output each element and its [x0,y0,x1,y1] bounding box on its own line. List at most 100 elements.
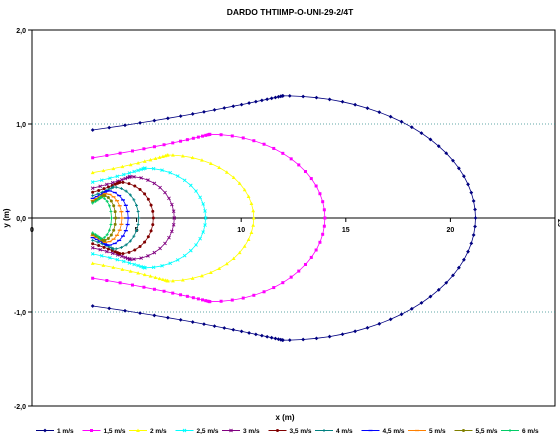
data-point [90,186,95,191]
data-point [190,112,195,116]
data-point [200,273,204,278]
data-point [90,304,95,308]
data-point [269,96,274,101]
data-point [148,157,153,162]
data-point [107,306,112,311]
data-point [327,97,332,102]
legend-entry: 4,5 m/s [361,428,405,435]
data-point [188,248,193,253]
data-point [120,254,124,259]
series-curve [91,180,155,256]
data-point [163,241,167,246]
series-curve [91,195,113,241]
data-point [171,153,175,157]
data-point [98,247,102,252]
data-point [105,199,109,203]
data-point [469,241,474,246]
data-point [252,139,256,143]
data-point [127,182,131,186]
data-point [118,151,122,155]
data-point [111,247,115,251]
data-point [185,138,189,142]
data-point [247,101,252,105]
data-point [109,222,113,226]
data-point [388,114,393,119]
data-point [96,192,100,196]
data-point [182,253,187,258]
legend-entry: 1 m/s [36,428,74,435]
data-point [178,318,183,322]
data-point [96,240,100,244]
data-point [171,209,176,214]
data-point [377,321,382,326]
data-point [105,249,109,254]
data-point [269,335,274,340]
data-point [43,428,47,433]
data-point [94,199,98,203]
data-point [231,256,236,260]
data-point [120,177,124,182]
data-point [251,223,256,227]
data-point [128,257,133,262]
data-point [321,200,325,204]
data-point [158,185,162,190]
data-point [120,267,125,271]
data-point [124,243,128,247]
data-point [139,167,143,172]
data-point [96,234,100,238]
data-point [90,180,95,184]
data-point [436,287,441,292]
legend-entry: 1,5 m/s [82,428,126,435]
data-point [109,186,113,190]
y-tick-label: -1,0 [14,310,26,317]
data-point [137,216,141,220]
data-point [128,193,132,197]
x-tick-label: 15 [342,227,350,234]
data-point [152,118,157,123]
data-point [201,230,205,234]
data-point [90,170,95,175]
data-point [241,136,245,140]
data-point [171,278,175,283]
data-point [202,322,206,327]
y-tick-label: -2,0 [14,404,26,411]
data-point [179,293,183,297]
data-point [106,195,110,199]
data-point [127,261,132,265]
data-point [262,142,266,146]
data-point [188,183,193,188]
data-point [163,190,167,195]
data-point [149,229,153,233]
data-point [152,250,157,255]
data-point [191,136,195,140]
data-point [201,202,205,206]
legend-entry: 3 m/s [222,428,260,435]
data-point [90,261,95,265]
data-point [327,334,332,339]
data-point [91,156,95,160]
data-point [170,229,174,234]
data-point [198,236,202,241]
data-point [194,243,198,247]
data-point [428,294,433,299]
data-point [190,155,195,160]
data-point [106,237,110,241]
data-point [444,151,449,156]
data-point [241,296,245,300]
data-point [309,255,313,259]
data-point [148,274,153,278]
data-point [190,320,195,324]
data-point [90,429,93,432]
data-point [340,332,345,337]
data-point [224,261,229,266]
legend-label: 4 m/s [336,428,353,435]
data-point [229,428,233,433]
data-point [191,296,195,300]
data-point [127,171,132,175]
data-point [462,429,465,432]
data-point [91,201,95,205]
data-point [253,332,258,337]
data-point [121,172,126,177]
